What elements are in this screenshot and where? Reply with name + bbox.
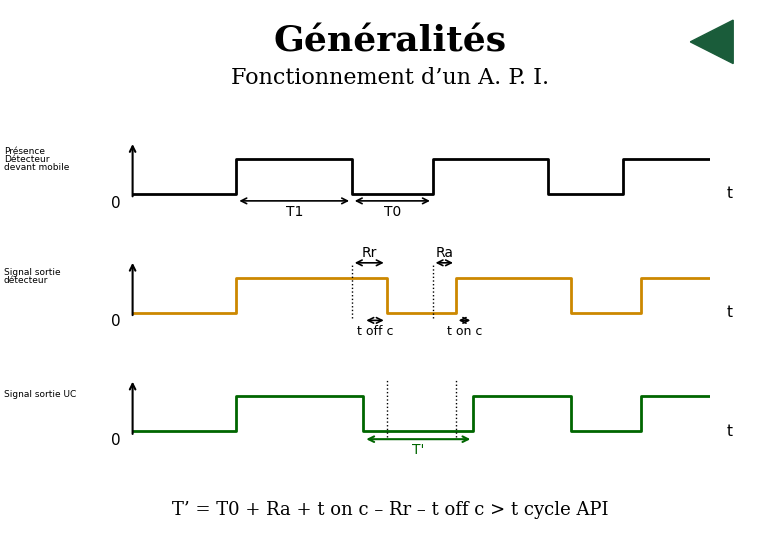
Text: T’ = T0 + Ra + t on c – Rr – t off c > t cycle API: T’ = T0 + Ra + t on c – Rr – t off c > t… <box>172 502 608 519</box>
Text: t: t <box>727 305 733 320</box>
Text: Ra: Ra <box>435 246 453 260</box>
Text: T0: T0 <box>384 205 401 219</box>
Text: Rr: Rr <box>362 246 377 260</box>
Text: 0: 0 <box>112 195 121 211</box>
Text: t off c: t off c <box>356 325 393 338</box>
Text: Généralités: Généralités <box>274 24 506 58</box>
Text: Signal sortie UC: Signal sortie UC <box>4 390 76 399</box>
Text: t: t <box>727 186 733 201</box>
Text: T': T' <box>412 443 424 457</box>
Text: détecteur: détecteur <box>4 276 48 285</box>
Text: devant mobile: devant mobile <box>4 163 69 172</box>
Polygon shape <box>690 20 733 64</box>
Text: Fonctionnement d’un A. P. I.: Fonctionnement d’un A. P. I. <box>231 68 549 90</box>
Text: T1: T1 <box>285 205 303 219</box>
Text: Présence: Présence <box>4 147 45 156</box>
Text: 0: 0 <box>112 314 121 329</box>
Text: t: t <box>727 424 733 439</box>
Text: Signal sortie: Signal sortie <box>4 268 61 277</box>
Text: 0: 0 <box>112 433 121 448</box>
Text: t on c: t on c <box>447 325 482 338</box>
Text: Détecteur: Détecteur <box>4 155 49 164</box>
